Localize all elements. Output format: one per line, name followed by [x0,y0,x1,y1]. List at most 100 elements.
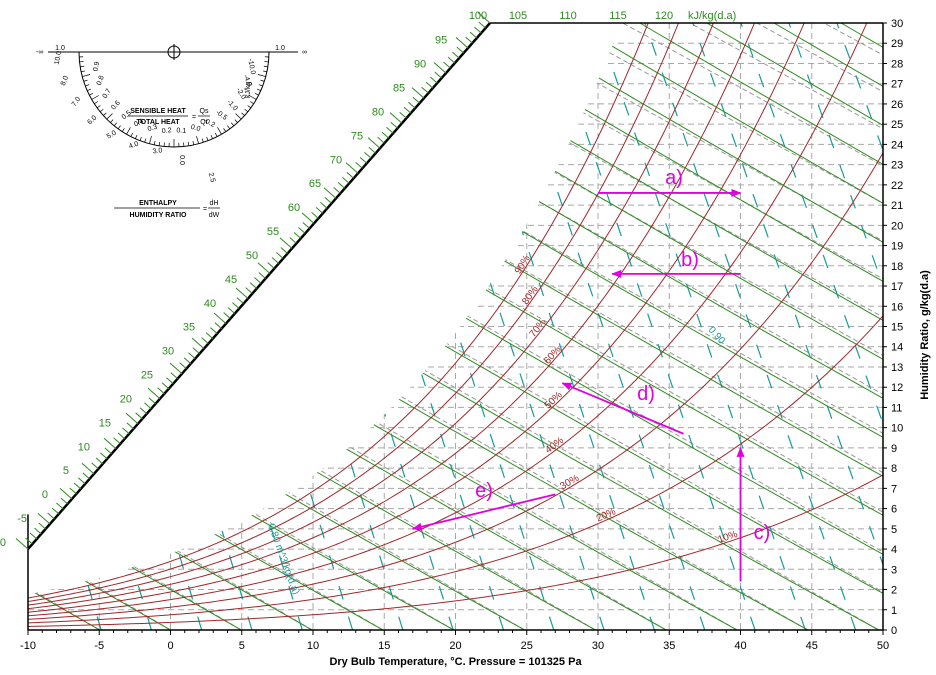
protractor-tick [91,95,99,100]
enthalpy-line [28,23,455,630]
enthalpy-scale-tick [452,51,460,59]
protractor-shr-label: 0.6 [110,100,122,112]
protractor-tick [256,88,261,91]
protractor-ent-label: 3.0 [152,147,163,155]
annotation-arrow [561,382,684,435]
enthalpy-scale-tick [324,197,332,204]
rh-curve [28,23,652,599]
enthalpy-scale-tick [412,96,420,104]
enthalpy-unit-label: kJ/kg(d.a) [688,10,736,22]
shr-formula-top: SENSIBLE HEAT [130,108,186,115]
annotation-arrow [411,493,556,531]
enthalpy-scale-tick [25,537,33,545]
enthalpy-scale-tick [289,237,297,244]
y-tick-label: 16 [891,301,903,313]
enthalpy-diag-label: 0 [42,489,48,501]
x-tick-label: 15 [378,640,390,652]
enthalpy-scale-tick [59,487,73,500]
specific-volume-line [28,23,102,630]
shr-formula-bottom: TOTAL HEAT [136,119,180,126]
y-tick-label: 18 [891,261,903,273]
protractor-ent-label: 4.0 [128,141,140,151]
specific-volume-line [260,23,454,630]
axis-ticks [15,12,887,635]
protractor-tick [113,122,118,127]
enthalpy-scale-tick [323,187,337,199]
enthalpy-scale-tick [210,327,218,334]
protractor-shr-label: 0.3 [147,124,158,133]
enthalpy-scale-tick [82,472,90,480]
protractor-shr-label: 0.2 [162,127,172,135]
enthalpy-top-label: 120 [655,10,673,22]
protractor-tick [139,136,142,141]
x-tick-label: 50 [877,640,889,652]
enthalpy-scale-tick [346,171,354,179]
y-tick-label: 25 [891,119,903,131]
enthalpy-scale-tick [425,81,434,89]
enthalpy-scale-tick [201,337,209,344]
enthalpy-scale-tick [169,362,183,375]
y-tick-label: 7 [891,483,897,495]
shr-protractor: 0.90.80.70.60.50.4 0.3 0.2 0.1 0.0 -0.2-0.5-1… [36,44,307,219]
protractor-inf-right: ∞ [302,49,307,56]
enthalpy-line [28,23,525,630]
specific-volume-line [596,23,806,630]
protractor-tick [250,101,254,105]
enthalpy-scale-tick [73,482,82,490]
enthalpy-scale-tick [279,237,293,249]
enthalpy-diag-label: 15 [99,417,111,429]
protractor-shr-label: 0.9 [92,61,101,72]
enthalpy-scale-tick [56,502,64,510]
protractor-tick [85,84,90,87]
protractor-tick [149,135,152,144]
wet-bulb-line [28,23,667,630]
protractor-tick [82,74,91,77]
x-tick-label: 40 [734,640,746,652]
shr-equals: = [192,114,196,121]
enthalpy-diag-label: 95 [435,35,447,47]
specific-volume-line [404,23,605,630]
enthalpy-scale-tick [364,151,372,159]
enthalpy-scale-tick [280,247,288,254]
protractor-shr-label: 0.8 [96,75,106,87]
x-axis-title: Dry Bulb Temperature, °C. Pressure = 101… [329,656,582,668]
wet-bulb-line [28,23,100,630]
y-tick-label: 19 [891,241,903,253]
x-tick-label: 5 [239,640,245,652]
protractor-one-label: 1.0 [55,45,65,52]
protractor-ent-label: 5.0 [106,129,118,140]
rh-label: 90% [513,253,533,276]
enthalpy-scale-tick [447,56,456,64]
enthalpy-scale-tick [125,412,139,425]
enthalpy-scale-tick [179,362,187,370]
enthalpy-scale-tick [122,427,130,435]
enthalpy-scale-tick [359,156,368,164]
enthalpy-diag-label: 90 [414,59,426,71]
protractor-tick [187,141,190,146]
protractor-shr-label: 0.7 [102,88,113,100]
x-tick-label: 20 [449,640,461,652]
y-tick-label: 5 [891,524,897,536]
annotation-label: c) [754,522,771,544]
annotation-label: b) [681,249,699,271]
ent-formula-top: ENTHALPY [139,200,177,207]
shr-symbol-top: Qs [200,108,209,115]
enthalpy-scale-tick [69,487,77,495]
enthalpy-scale-tick [474,26,482,34]
enthalpy-scale-tick [403,106,412,114]
enthalpy-scale-tick [232,302,240,309]
enthalpy-scale-tick [157,387,165,395]
wet-bulb-line [555,23,883,630]
y-tick-label: 8 [891,463,897,475]
enthalpy-scale-tick [15,538,29,550]
y-tick-label: 26 [891,99,903,111]
enthalpy-scale-tick [37,513,51,525]
enthalpy-scale-tick [95,457,104,465]
protractor-shr-label: 0.4 [133,118,145,129]
enthalpy-scale-tick [183,357,192,365]
protractor-tick [81,70,86,73]
protractor-tick [244,108,249,113]
protractor-tick [249,95,257,100]
x-tick-label: 0 [167,640,173,652]
enthalpy-scale-tick [408,101,416,109]
